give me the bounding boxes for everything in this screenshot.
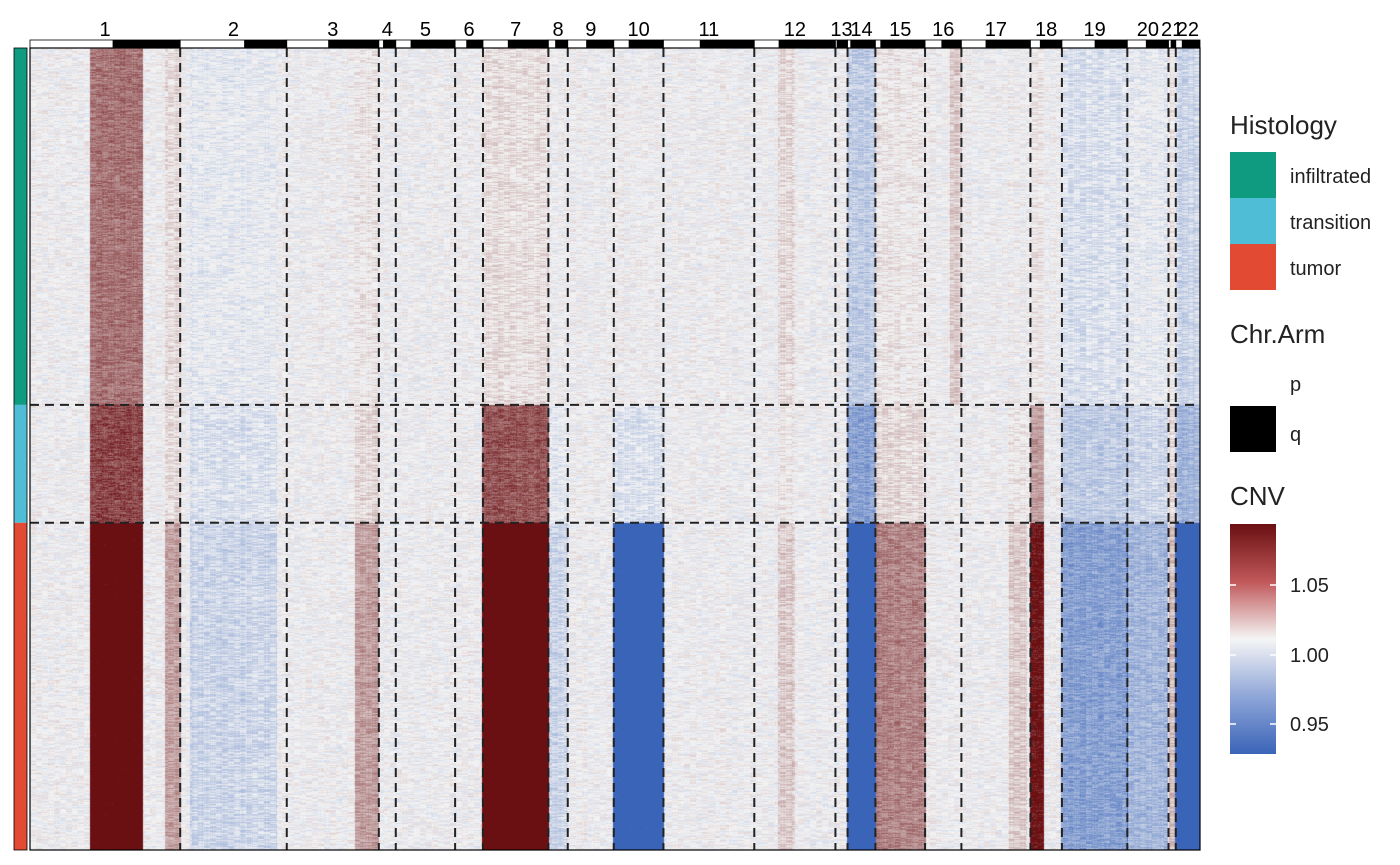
chromosome-label: 9 xyxy=(585,19,596,41)
legend-swatch-infiltrated xyxy=(1230,152,1276,198)
chr-arm-q xyxy=(466,40,483,48)
legend-histology-title: Histology xyxy=(1230,110,1337,140)
legend-chr-arm-title: Chr.Arm xyxy=(1230,319,1325,349)
legend-label-infiltrated: infiltrated xyxy=(1290,166,1371,188)
legend-cnv-tick-label: 0.95 xyxy=(1290,714,1329,736)
chromosome-label: 7 xyxy=(510,19,521,41)
chromosome-label: 6 xyxy=(463,19,474,41)
legend-label-transition: transition xyxy=(1290,212,1371,234)
chromosome-label: 22 xyxy=(1177,19,1199,41)
chromosome-label: 19 xyxy=(1084,19,1106,41)
histology-bar-infiltrated xyxy=(14,48,27,405)
chr-arm-q xyxy=(586,40,614,48)
chromosome-label: 12 xyxy=(784,19,806,41)
chr-arm-q xyxy=(383,40,396,48)
chromosome-label: 17 xyxy=(985,19,1007,41)
chr-arm-q xyxy=(941,40,962,48)
chr-arm-q xyxy=(1039,40,1062,48)
legend-label-q: q xyxy=(1290,424,1301,446)
legend-swatch-q xyxy=(1230,406,1276,452)
histology-bar-tumor xyxy=(14,522,27,850)
chr-arm-q xyxy=(1181,40,1200,48)
chromosome-label: 20 xyxy=(1137,19,1159,41)
legend-chr-arm: Chr.Arm p q xyxy=(1230,319,1325,452)
chr-arm-q xyxy=(628,40,664,48)
chromosome-label: 16 xyxy=(932,19,954,41)
chromosome-arm-bar xyxy=(29,39,1201,49)
chromosome-label: 13 xyxy=(830,19,852,41)
chr-arm-q xyxy=(880,40,926,48)
legend-swatch-transition xyxy=(1230,198,1276,244)
histology-annotation-bar xyxy=(13,47,28,851)
chr-arm-q xyxy=(555,40,568,48)
chromosome-label: 14 xyxy=(850,19,872,41)
heatmap-matrix xyxy=(30,48,1200,850)
chr-arm-q xyxy=(112,40,181,48)
legend-cnv: CNV 1.05 1.00 0.95 xyxy=(1230,481,1329,754)
legend-label-tumor: tumor xyxy=(1290,258,1341,280)
chr-arm-q xyxy=(328,40,379,48)
chr-arm-q xyxy=(507,40,549,48)
chr-arm-q xyxy=(1170,40,1176,48)
chr-arm-q xyxy=(244,40,287,48)
chr-arm-q xyxy=(699,40,755,48)
chr-arm-q xyxy=(1145,40,1169,48)
chromosome-label: 10 xyxy=(627,19,649,41)
chr-arm-q xyxy=(778,40,836,48)
legend-histology: Histology infiltrated transition tumor xyxy=(1230,110,1371,290)
chromosome-label: 8 xyxy=(553,19,564,41)
chromosome-label: 3 xyxy=(327,19,338,41)
chromosome-label: 4 xyxy=(382,19,393,41)
legend-label-p: p xyxy=(1290,374,1301,396)
chromosome-label: 15 xyxy=(889,19,911,41)
chr-arm-q xyxy=(985,40,1031,48)
chromosome-label: 2 xyxy=(228,19,239,41)
chromosome-label: 21 xyxy=(1161,19,1183,41)
legend-swatch-tumor xyxy=(1230,244,1276,290)
chromosome-label: 1 xyxy=(100,19,111,41)
legend-cnv-tick-label: 1.05 xyxy=(1290,575,1329,597)
chromosome-label: 5 xyxy=(420,19,431,41)
chr-arm-q xyxy=(850,40,876,48)
histology-bar-border xyxy=(13,47,28,851)
chromosome-label: 11 xyxy=(698,19,719,41)
legend-cnv-title: CNV xyxy=(1230,481,1286,511)
histology-bar-transition xyxy=(14,404,27,523)
chr-arm-q xyxy=(836,40,848,48)
dashed-dividers xyxy=(30,48,1200,850)
legend-swatch-p xyxy=(1230,360,1276,406)
legend-cnv-colorbar xyxy=(1230,524,1276,754)
chromosome-label: 18 xyxy=(1035,19,1057,41)
heatmap-border xyxy=(29,47,1201,851)
chr-arm-q xyxy=(1094,40,1128,48)
legend-cnv-tick-label: 1.00 xyxy=(1290,645,1329,667)
chr-arm-q xyxy=(410,40,456,48)
